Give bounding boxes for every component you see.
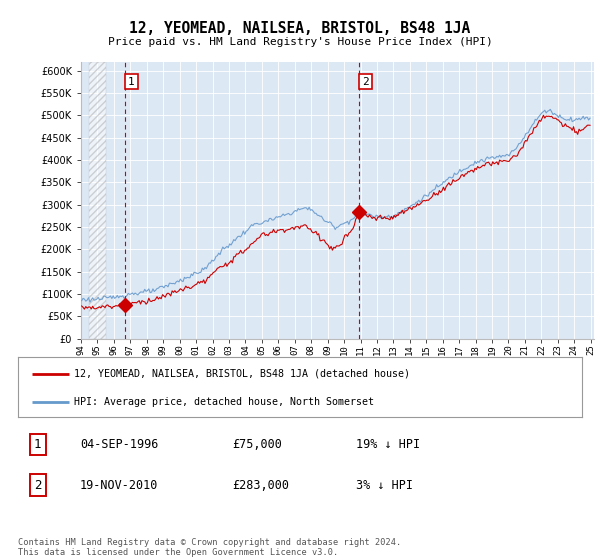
Text: £283,000: £283,000: [232, 479, 289, 492]
Text: 19-NOV-2010: 19-NOV-2010: [80, 479, 158, 492]
Text: Contains HM Land Registry data © Crown copyright and database right 2024.
This d: Contains HM Land Registry data © Crown c…: [18, 538, 401, 557]
Text: 2: 2: [34, 479, 41, 492]
Text: 1: 1: [34, 438, 41, 451]
Text: HPI: Average price, detached house, North Somerset: HPI: Average price, detached house, Nort…: [74, 397, 374, 407]
Text: 12, YEOMEAD, NAILSEA, BRISTOL, BS48 1JA: 12, YEOMEAD, NAILSEA, BRISTOL, BS48 1JA: [130, 21, 470, 36]
Bar: [89, 62, 106, 339]
Text: 04-SEP-1996: 04-SEP-1996: [80, 438, 158, 451]
Text: 2: 2: [362, 77, 369, 87]
Text: Price paid vs. HM Land Registry's House Price Index (HPI): Price paid vs. HM Land Registry's House …: [107, 37, 493, 47]
Text: £75,000: £75,000: [232, 438, 282, 451]
Text: 1: 1: [128, 77, 135, 87]
Text: 3% ↓ HPI: 3% ↓ HPI: [356, 479, 413, 492]
Text: 19% ↓ HPI: 19% ↓ HPI: [356, 438, 421, 451]
Text: 12, YEOMEAD, NAILSEA, BRISTOL, BS48 1JA (detached house): 12, YEOMEAD, NAILSEA, BRISTOL, BS48 1JA …: [74, 368, 410, 379]
